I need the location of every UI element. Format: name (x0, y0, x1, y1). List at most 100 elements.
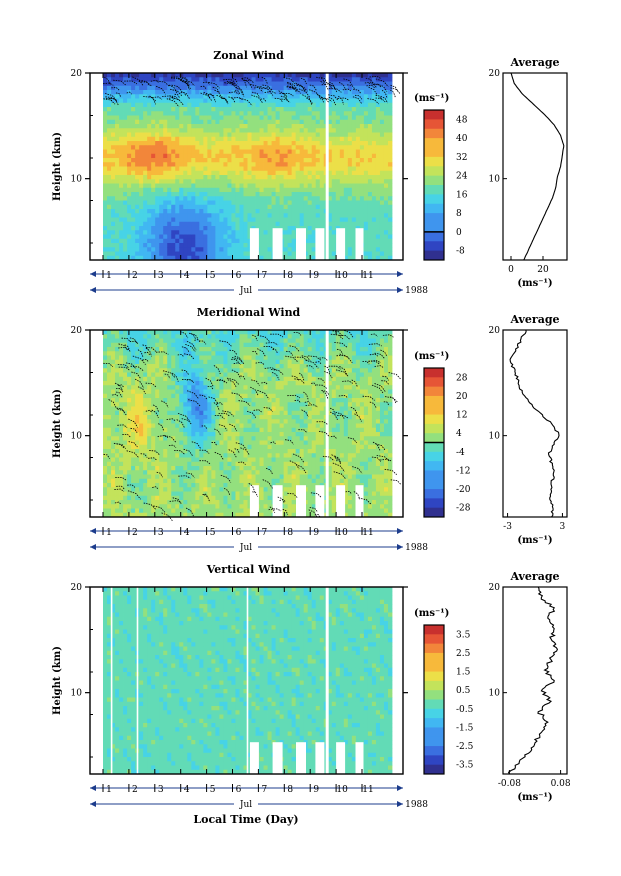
heatmap-cell (155, 487, 160, 492)
heatmap-cell (159, 166, 164, 172)
heatmap-cell (131, 334, 136, 339)
heatmap-cell (271, 94, 276, 99)
heatmap-cell (139, 461, 144, 467)
heatmap-cell (147, 234, 152, 240)
heatmap-cell (263, 243, 268, 248)
heatmap-cell (199, 226, 204, 231)
heatmap-cell (151, 449, 156, 454)
heatmap-cell (127, 111, 132, 116)
heatmap-cell (359, 209, 365, 214)
heatmap-cell (207, 183, 212, 189)
heatmap-cell (159, 119, 164, 125)
heatmap-cell (135, 124, 140, 129)
heatmap-cell (155, 85, 160, 91)
heatmap-cell (147, 359, 152, 365)
heatmap-cell (351, 247, 357, 252)
heatmap-cell (359, 170, 365, 176)
heatmap-cell (119, 449, 124, 454)
heatmap-cell (387, 73, 393, 78)
heatmap-cell (307, 124, 313, 129)
heatmap-cell (167, 166, 172, 172)
heatmap-cell (207, 77, 212, 82)
heatmap-cell (131, 440, 136, 446)
heatmap-cell (107, 247, 112, 252)
heatmap-cell (143, 217, 148, 223)
heatmap-cell (339, 107, 345, 112)
heatmap-cell (367, 136, 373, 142)
heatmap-cell (147, 423, 152, 429)
heatmap-cell (171, 217, 176, 223)
heatmap-cell (127, 209, 132, 214)
heatmap-cell (147, 466, 152, 471)
heatmap-cell (155, 423, 160, 429)
heatmap-cell (271, 132, 276, 138)
heatmap-cell (375, 107, 381, 112)
heatmap-cell (219, 436, 224, 441)
heatmap-cell (143, 158, 148, 163)
heatmap-cell (163, 495, 168, 501)
heatmap-cell (239, 179, 244, 184)
heatmap-cell (171, 141, 176, 146)
heatmap-cell (215, 221, 220, 227)
heatmap-cell (219, 158, 224, 163)
heatmap-cell (267, 136, 272, 142)
heatmap-cell (331, 119, 337, 125)
heatmap-cell (251, 153, 256, 159)
heatmap-cell (115, 512, 120, 518)
heatmap-cell (287, 145, 293, 150)
heatmap-cell (387, 255, 393, 261)
heatmap-cell (255, 102, 260, 108)
heatmap-cell (215, 153, 220, 159)
heatmap-cell (175, 347, 180, 352)
heatmap-cell (103, 410, 108, 416)
heatmap-cell (287, 226, 293, 231)
heatmap-cell (139, 495, 144, 501)
heatmap-cell (379, 230, 385, 235)
heatmap-cell (383, 192, 389, 197)
heatmap-cell (151, 410, 156, 416)
heatmap-cell (199, 204, 204, 210)
heatmap-cell (267, 73, 272, 78)
heatmap-cell (211, 338, 216, 344)
heatmap-cell (187, 77, 192, 82)
heatmap-cell (111, 342, 116, 348)
heatmap-cell (251, 98, 256, 104)
heatmap-cell (207, 364, 212, 369)
heatmap-cell (167, 478, 172, 484)
heatmap-cell (215, 512, 220, 518)
heatmap-cell (123, 474, 128, 480)
heatmap-cell (239, 209, 244, 214)
heatmap-cell (251, 196, 256, 201)
heatmap-cell (291, 107, 297, 112)
heatmap-cell (343, 124, 349, 129)
heatmap-cell (347, 166, 353, 172)
heatmap-cell (363, 132, 369, 138)
heatmap-cell (135, 423, 140, 429)
heatmap-cell (239, 402, 244, 407)
heatmap-cell (151, 338, 156, 344)
heatmap-cell (223, 338, 228, 344)
heatmap-cell (203, 162, 208, 167)
heatmap-cell (163, 504, 168, 509)
heatmap-cell (303, 111, 309, 116)
heatmap-cell (367, 230, 373, 235)
heatmap-cell (387, 162, 393, 167)
heatmap-cell (239, 124, 244, 129)
heatmap-cell (167, 351, 172, 356)
heatmap-cell (127, 495, 132, 501)
heatmap-cell (287, 179, 293, 184)
heatmap-cell (351, 119, 357, 125)
heatmap-cell (127, 128, 132, 133)
heatmap-cell (179, 217, 184, 223)
heatmap-cell (135, 330, 140, 335)
heatmap-cell (103, 217, 108, 223)
heatmap-cell (383, 175, 389, 180)
heatmap-cell (179, 226, 184, 231)
heatmap-cell (127, 183, 132, 189)
heatmap-cell (203, 132, 208, 138)
day-label: 5 (210, 271, 216, 281)
heatmap-cell (291, 238, 297, 244)
heatmap-cell (115, 98, 120, 104)
heatmap-cell (195, 398, 200, 403)
